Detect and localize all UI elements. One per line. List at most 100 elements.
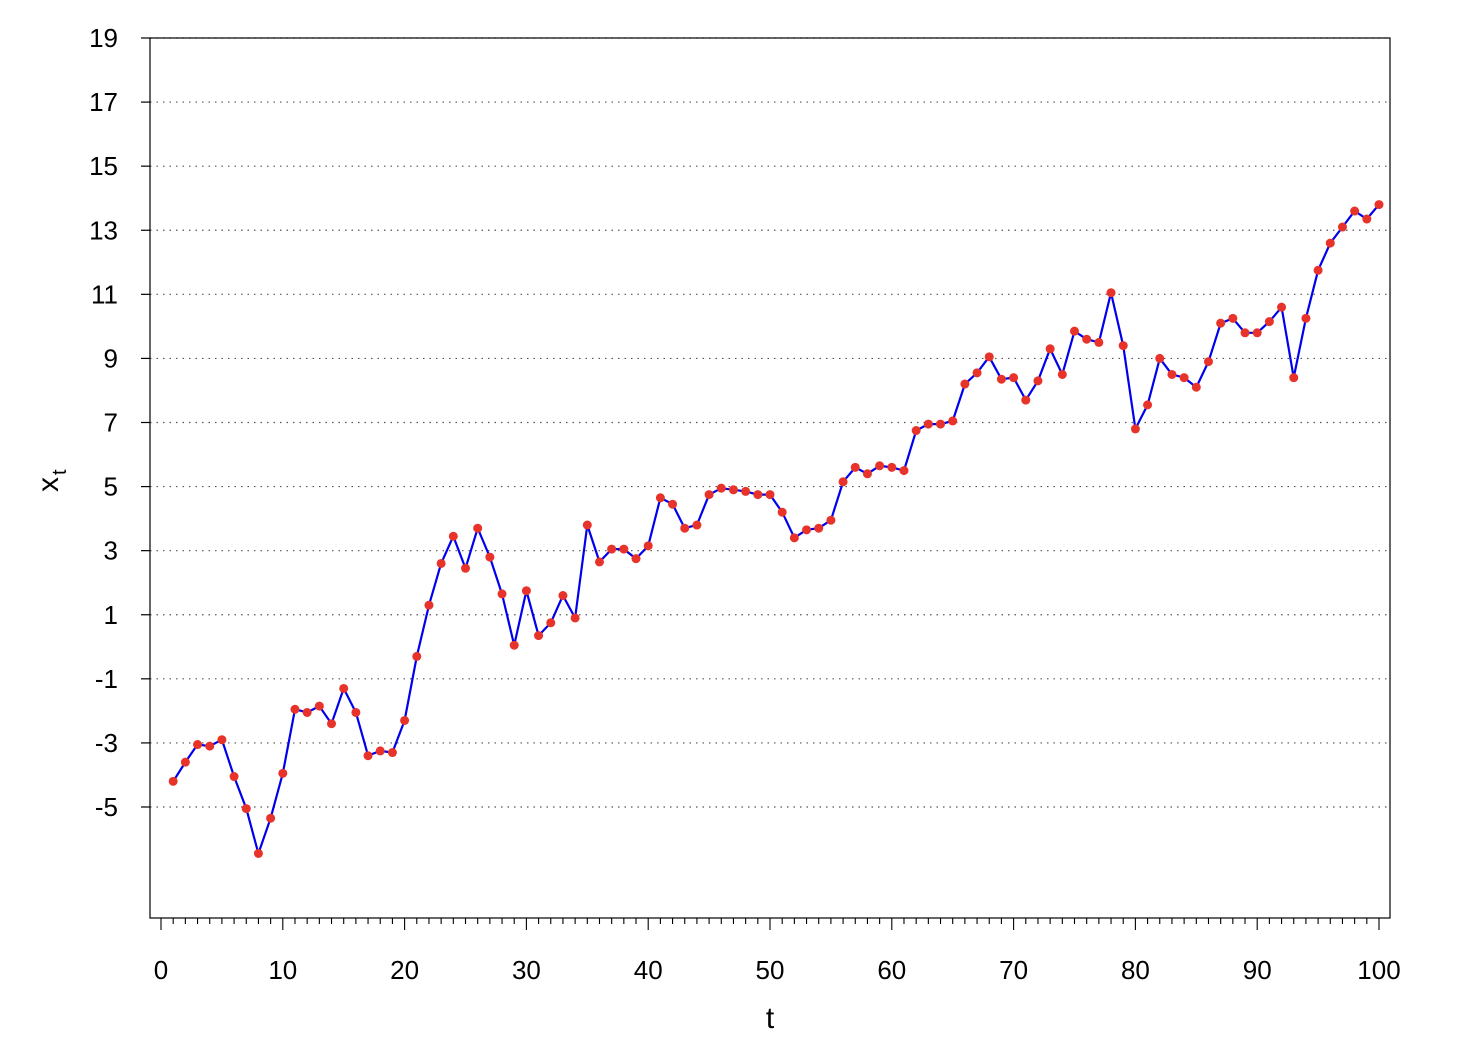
- data-point: [570, 613, 580, 623]
- data-point: [217, 735, 227, 745]
- data-point: [960, 379, 970, 389]
- data-point: [1277, 302, 1287, 312]
- data-point: [1130, 424, 1140, 434]
- data-point: [1094, 337, 1104, 347]
- data-point: [1362, 214, 1372, 224]
- data-point: [1252, 328, 1262, 338]
- x-tick-label: 90: [1243, 955, 1272, 985]
- data-point: [314, 701, 324, 711]
- data-point: [448, 531, 458, 541]
- data-point: [180, 757, 190, 767]
- data-point: [1203, 357, 1213, 367]
- data-point: [497, 589, 507, 599]
- data-point: [996, 374, 1006, 384]
- data-point: [339, 683, 349, 693]
- data-point: [680, 523, 690, 533]
- data-point: [193, 740, 203, 750]
- data-point: [1264, 317, 1274, 327]
- data-point: [266, 813, 276, 823]
- data-point: [1082, 334, 1092, 344]
- y-tick-label: 3: [104, 536, 118, 566]
- x-tick-label: 0: [154, 955, 168, 985]
- y-tick-label: 17: [89, 87, 118, 117]
- data-point: [875, 461, 885, 471]
- data-point: [826, 515, 836, 525]
- x-tick-label: 50: [756, 955, 785, 985]
- data-point: [363, 751, 373, 761]
- x-axis-label: t: [766, 1002, 775, 1035]
- data-point: [1155, 353, 1165, 363]
- data-point: [558, 591, 568, 601]
- data-point: [753, 490, 763, 500]
- data-point: [534, 631, 544, 641]
- y-axis-label-subscript: t: [49, 469, 71, 475]
- data-point: [765, 490, 775, 500]
- data-point: [716, 483, 726, 493]
- data-point: [1337, 222, 1347, 232]
- y-tick-label: 7: [104, 408, 118, 438]
- data-point: [1350, 206, 1360, 216]
- data-point: [594, 557, 604, 567]
- data-point: [1191, 382, 1201, 392]
- x-tick-label: 80: [1121, 955, 1150, 985]
- x-tick-label: 20: [390, 955, 419, 985]
- data-point: [412, 651, 422, 661]
- data-point: [168, 776, 178, 786]
- data-point: [1240, 328, 1250, 338]
- data-point: [1228, 313, 1238, 323]
- y-tick-label: -5: [95, 792, 118, 822]
- gridlines: [150, 37, 1390, 808]
- data-point: [509, 640, 519, 650]
- y-tick-label: 5: [104, 472, 118, 502]
- y-tick-label: 9: [104, 343, 118, 373]
- x-tick-label: 30: [512, 955, 541, 985]
- data-point: [1289, 373, 1299, 383]
- x-tick-label: 40: [634, 955, 663, 985]
- data-point: [1143, 400, 1153, 410]
- data-point: [387, 748, 397, 758]
- data-point: [704, 490, 714, 500]
- data-point: [777, 507, 787, 517]
- data-point: [546, 618, 556, 628]
- data-point: [643, 541, 653, 551]
- data-point: [850, 462, 860, 472]
- data-point: [375, 746, 385, 756]
- data-point: [253, 848, 263, 858]
- data-point: [400, 715, 410, 725]
- data-point: [241, 804, 251, 814]
- data-point: [1118, 341, 1128, 351]
- data-point: [485, 552, 495, 562]
- data-point: [1057, 369, 1067, 379]
- data-point: [1045, 344, 1055, 354]
- data-point: [521, 586, 531, 596]
- x-tick-label: 100: [1357, 955, 1400, 985]
- data-point: [1167, 369, 1177, 379]
- data-point: [692, 520, 702, 530]
- data-point: [1216, 318, 1226, 328]
- y-tick-label: -3: [95, 728, 118, 758]
- y-tick-label: 1: [104, 600, 118, 630]
- series-line: [172, 203, 1380, 858]
- data-point: [1021, 395, 1031, 405]
- x-tick-label: 10: [268, 955, 297, 985]
- data-point: [1179, 373, 1189, 383]
- data-point: [936, 419, 946, 429]
- data-point: [351, 707, 361, 717]
- data-point: [607, 544, 617, 554]
- data-point: [582, 520, 592, 530]
- data-point: [229, 772, 239, 782]
- data-point: [668, 499, 678, 509]
- data-point: [619, 544, 629, 554]
- data-point: [655, 493, 665, 503]
- data-point: [473, 523, 483, 533]
- data-point: [728, 485, 738, 495]
- data-point: [1374, 200, 1384, 210]
- x-axis-ticks: 0 10 20 30 40 50 60 70 80 90 100: [154, 918, 1401, 985]
- data-point: [899, 466, 909, 476]
- data-point: [290, 704, 300, 714]
- data-point: [814, 523, 824, 533]
- y-axis-label: x t: [32, 469, 71, 492]
- y-tick-label: 19: [89, 23, 118, 53]
